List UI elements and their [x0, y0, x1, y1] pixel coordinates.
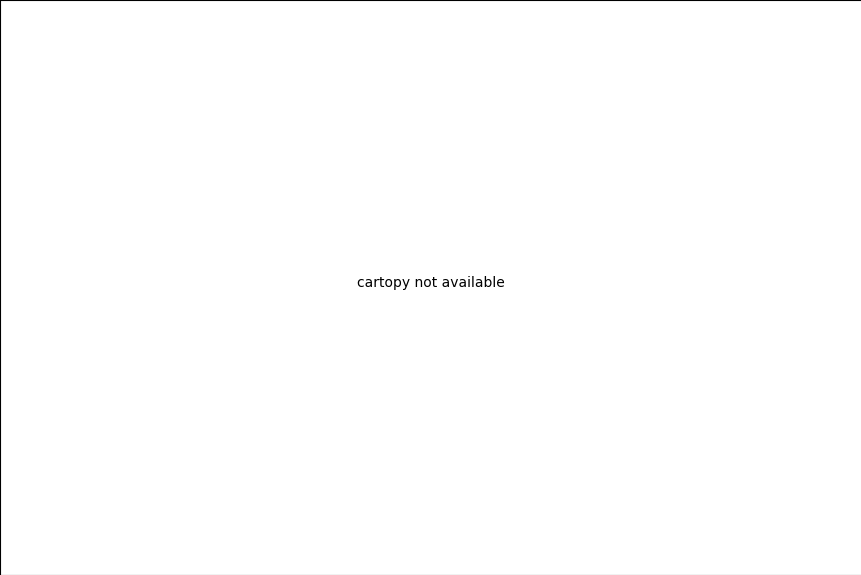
Text: cartopy not available: cartopy not available [356, 277, 505, 290]
